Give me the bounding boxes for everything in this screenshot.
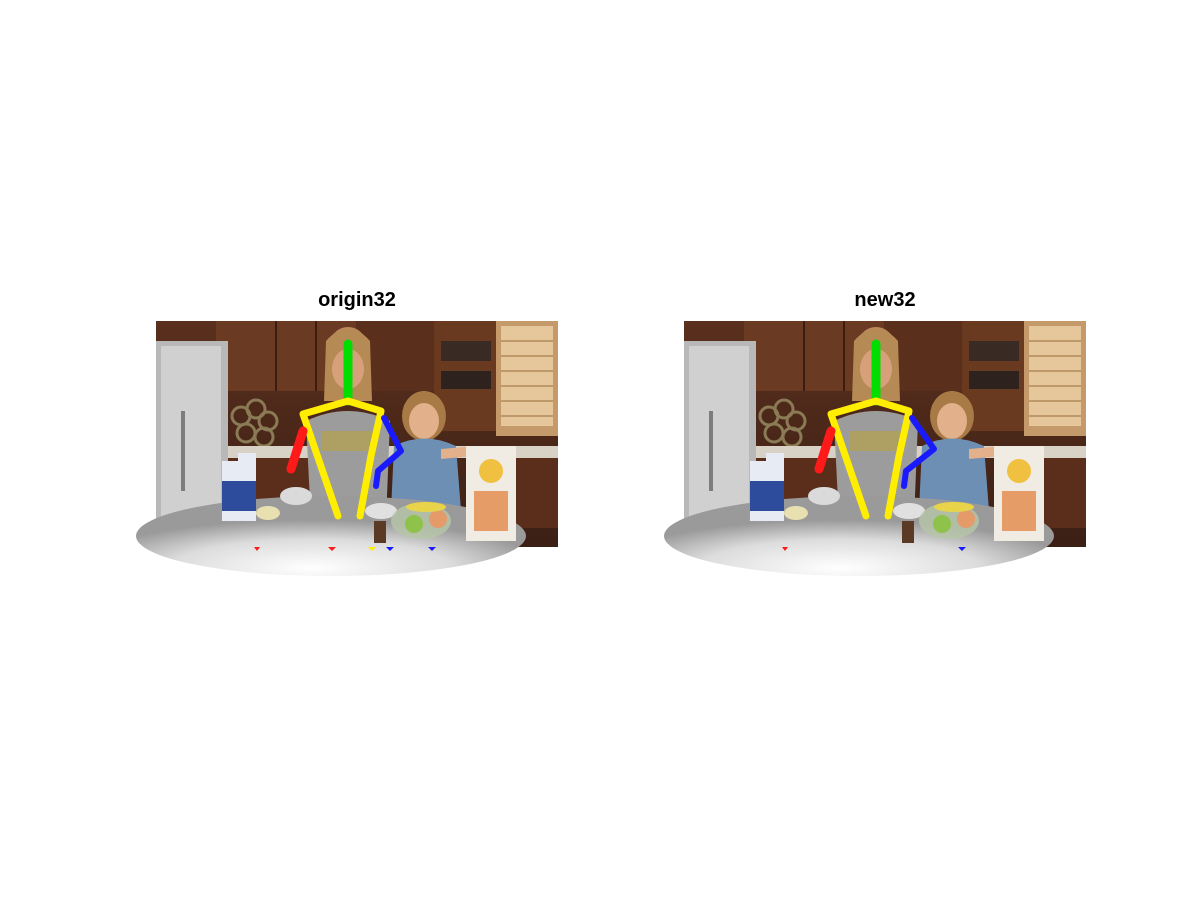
panel-new: new32 [664, 286, 1086, 576]
photo-frame [664, 321, 1086, 576]
left-arm-segment [901, 415, 937, 489]
red-marker [328, 547, 336, 551]
right-arm-segment [814, 426, 836, 474]
torso-left-segment [299, 397, 352, 520]
yellow-marker [368, 547, 376, 551]
torso-left-segment [827, 397, 880, 520]
panel-origin: origin32 [136, 286, 558, 576]
pose-skeleton [782, 339, 966, 551]
red-marker [254, 547, 260, 551]
panel-title: origin32 [318, 289, 396, 311]
photo-scene [136, 321, 558, 576]
blue-marker [958, 547, 966, 551]
blue-marker [428, 547, 436, 551]
left-arm-segment [373, 415, 404, 489]
blue-marker [386, 547, 394, 551]
panel-title: new32 [854, 289, 916, 311]
kitchen-photo-with-pose [136, 321, 558, 576]
pose-skeleton [254, 339, 436, 551]
torso-right-segment [872, 397, 913, 520]
torso-right-segment [344, 397, 385, 520]
right-arm-segment [286, 426, 308, 474]
photo-frame [136, 321, 558, 576]
kitchen-photo-with-pose [664, 321, 1086, 576]
red-marker [782, 547, 788, 551]
